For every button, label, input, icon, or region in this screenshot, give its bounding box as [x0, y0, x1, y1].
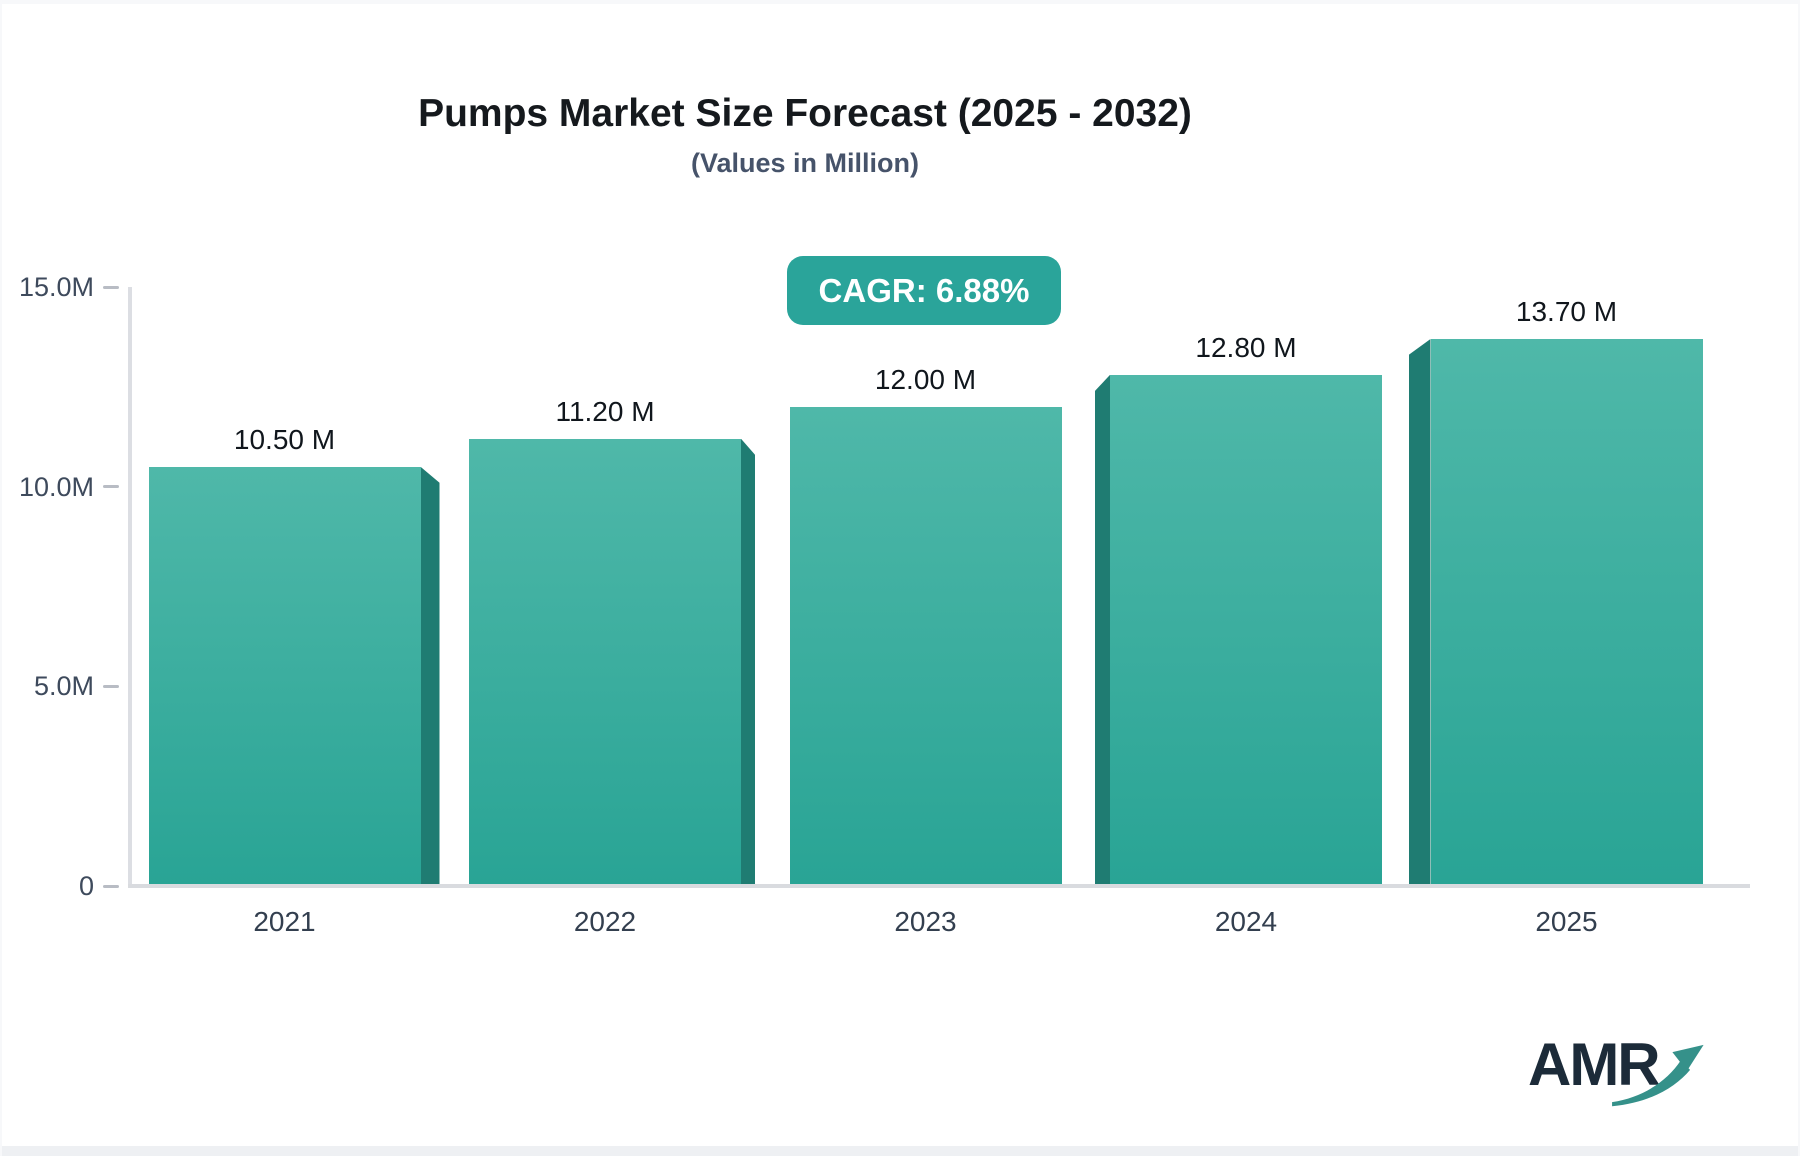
chart-subtitle: (Values in Million) — [690, 148, 920, 178]
y-axis-line — [128, 287, 132, 888]
chart-title: Pumps Market Size Forecast (2025 - 2032) — [418, 92, 1192, 135]
bar-2025-side-face — [1408, 338, 1431, 884]
bar-2025[interactable] — [1430, 338, 1703, 884]
cagr-badge-label: CAGR: 6.88% — [818, 271, 1030, 309]
x-tick-label-2023: 2023 — [894, 906, 957, 937]
y-tick-label-1: 10.0M — [18, 471, 94, 502]
bar-value-label-2024: 12.80 M — [1195, 331, 1297, 363]
cagr-badge: CAGR: 6.88% — [787, 256, 1061, 325]
y-tick-label-3: 0 — [78, 871, 94, 901]
y-tick-1 — [103, 485, 119, 489]
x-tick-label-2025: 2025 — [1535, 906, 1598, 937]
y-tick-label-0: 15.0M — [18, 272, 94, 303]
page-border-right — [1798, 0, 1800, 1156]
y-tick-2 — [103, 684, 119, 688]
bar-2021[interactable] — [148, 466, 421, 884]
growth-arrow-icon — [1612, 1044, 1704, 1107]
x-axis-line — [128, 884, 1750, 888]
x-tick-label-2021: 2021 — [253, 906, 316, 937]
y-tick-3 — [103, 884, 119, 888]
bar-2023[interactable] — [789, 406, 1062, 884]
bar-value-label-2023: 12.00 M — [874, 363, 977, 395]
amr-logo: AMR — [1528, 1030, 1738, 1122]
page-border-left — [0, 0, 2, 1156]
bar-2024[interactable] — [1110, 374, 1382, 884]
bar-value-label-2025: 13.70 M — [1515, 295, 1618, 327]
y-tick-label-2: 5.0M — [33, 671, 94, 702]
bar-value-label-2021: 10.50 M — [233, 423, 336, 455]
bar-2022[interactable] — [469, 438, 741, 884]
x-tick-label-2024: 2024 — [1214, 906, 1278, 937]
bar-2022-side-face — [741, 438, 755, 884]
x-tick-label-2022: 2022 — [573, 906, 637, 937]
bar-2021-side-face — [420, 466, 440, 884]
bar-value-label-2022: 11.20 M — [555, 395, 655, 427]
amr-logo-text: AMR — [1528, 1031, 1661, 1098]
page-border-bottom — [0, 1146, 1800, 1156]
y-tick-0 — [103, 285, 119, 289]
bar-2024-side-face — [1095, 374, 1110, 884]
page-border-top — [0, 0, 1800, 4]
